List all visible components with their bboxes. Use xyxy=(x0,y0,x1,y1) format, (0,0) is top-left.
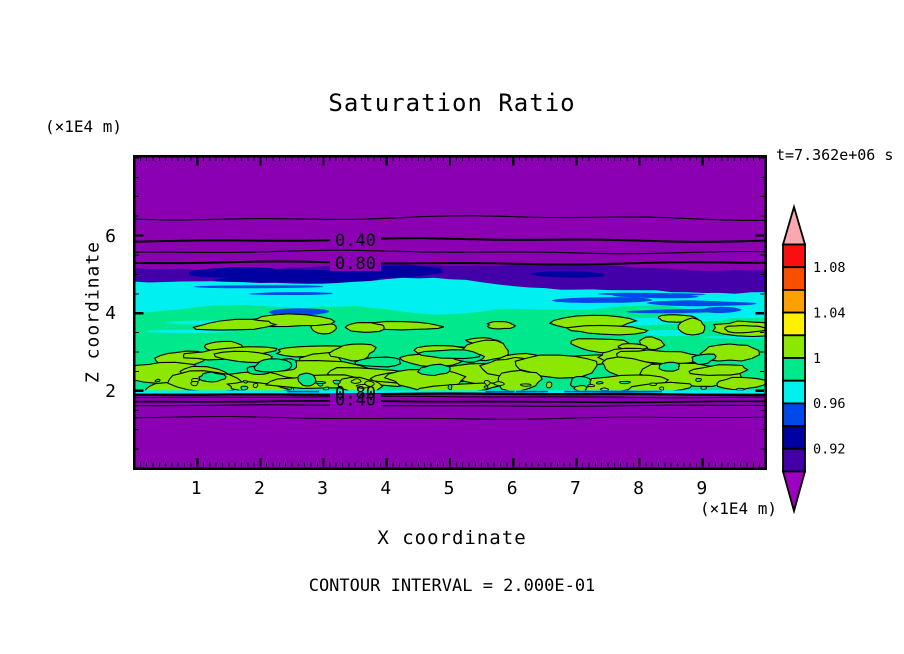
colorbar-tick-label: 0.92 xyxy=(813,442,846,458)
plot-title: Saturation Ratio xyxy=(328,89,576,117)
colorbar-cell xyxy=(782,289,806,314)
colorbar-cell xyxy=(782,447,806,473)
axis-ticks xyxy=(135,157,764,467)
x-tick-label: 9 xyxy=(696,478,708,499)
z-tick-label: 2 xyxy=(105,380,116,402)
colorbar: 1.08 1.04 1 0.96 0.92 xyxy=(781,203,846,515)
contour-line-label: 0.80 xyxy=(335,254,376,274)
colorbar-tick-label: 1.04 xyxy=(813,305,846,321)
colorbar-tick-label: 1 xyxy=(813,351,821,367)
x-tick-label: 6 xyxy=(506,478,518,499)
x-tick-label: 3 xyxy=(317,478,329,499)
z-axis-unit-label: (×1E4 m) xyxy=(45,117,123,136)
contour-lines xyxy=(133,215,767,420)
colorbar-over-arrow xyxy=(781,203,807,246)
contour-labels: 0.400.800.800.40 xyxy=(330,231,381,411)
z-tick-label: 6 xyxy=(105,225,116,247)
z-tick-label: 4 xyxy=(105,303,116,325)
colorbar-cell xyxy=(782,266,806,291)
time-label: t=7.362e+06 s xyxy=(776,146,894,164)
x-axis-title: X coordinate xyxy=(377,527,527,549)
x-axis-unit-label: (×1E4 m) xyxy=(699,499,777,518)
plot-border xyxy=(133,155,767,470)
x-tick-label: 5 xyxy=(443,478,455,499)
colorbar-under-arrow xyxy=(781,470,807,515)
yellow-green-patches xyxy=(133,313,767,396)
colorbar-cell xyxy=(782,379,806,405)
x-tick-label: 7 xyxy=(569,478,581,499)
colorbar-cell xyxy=(782,357,806,382)
contour-line-label: 0.40 xyxy=(335,231,376,251)
colorbar-cell xyxy=(782,311,806,337)
colorbar-cell xyxy=(782,243,806,269)
contour-plot-canvas: 0.400.800.800.40 xyxy=(133,155,767,470)
colorbar-cell xyxy=(782,334,806,359)
x-tick-label: 2 xyxy=(253,478,265,499)
contour-interval-note: CONTOUR INTERVAL = 2.000E-01 xyxy=(308,576,596,596)
colorbar-tick-label: 0.96 xyxy=(813,396,846,412)
contour-line-label: 0.80 xyxy=(335,384,376,404)
x-tick-label: 1 xyxy=(190,478,202,499)
x-tick-label: 4 xyxy=(380,478,392,499)
contour-line-label: 0.40 xyxy=(335,391,376,411)
colorbar-cell xyxy=(782,402,806,427)
colorbar-tick-label: 1.08 xyxy=(813,260,846,276)
x-tick-label: 8 xyxy=(633,478,645,499)
colorbar-cell xyxy=(782,425,806,450)
